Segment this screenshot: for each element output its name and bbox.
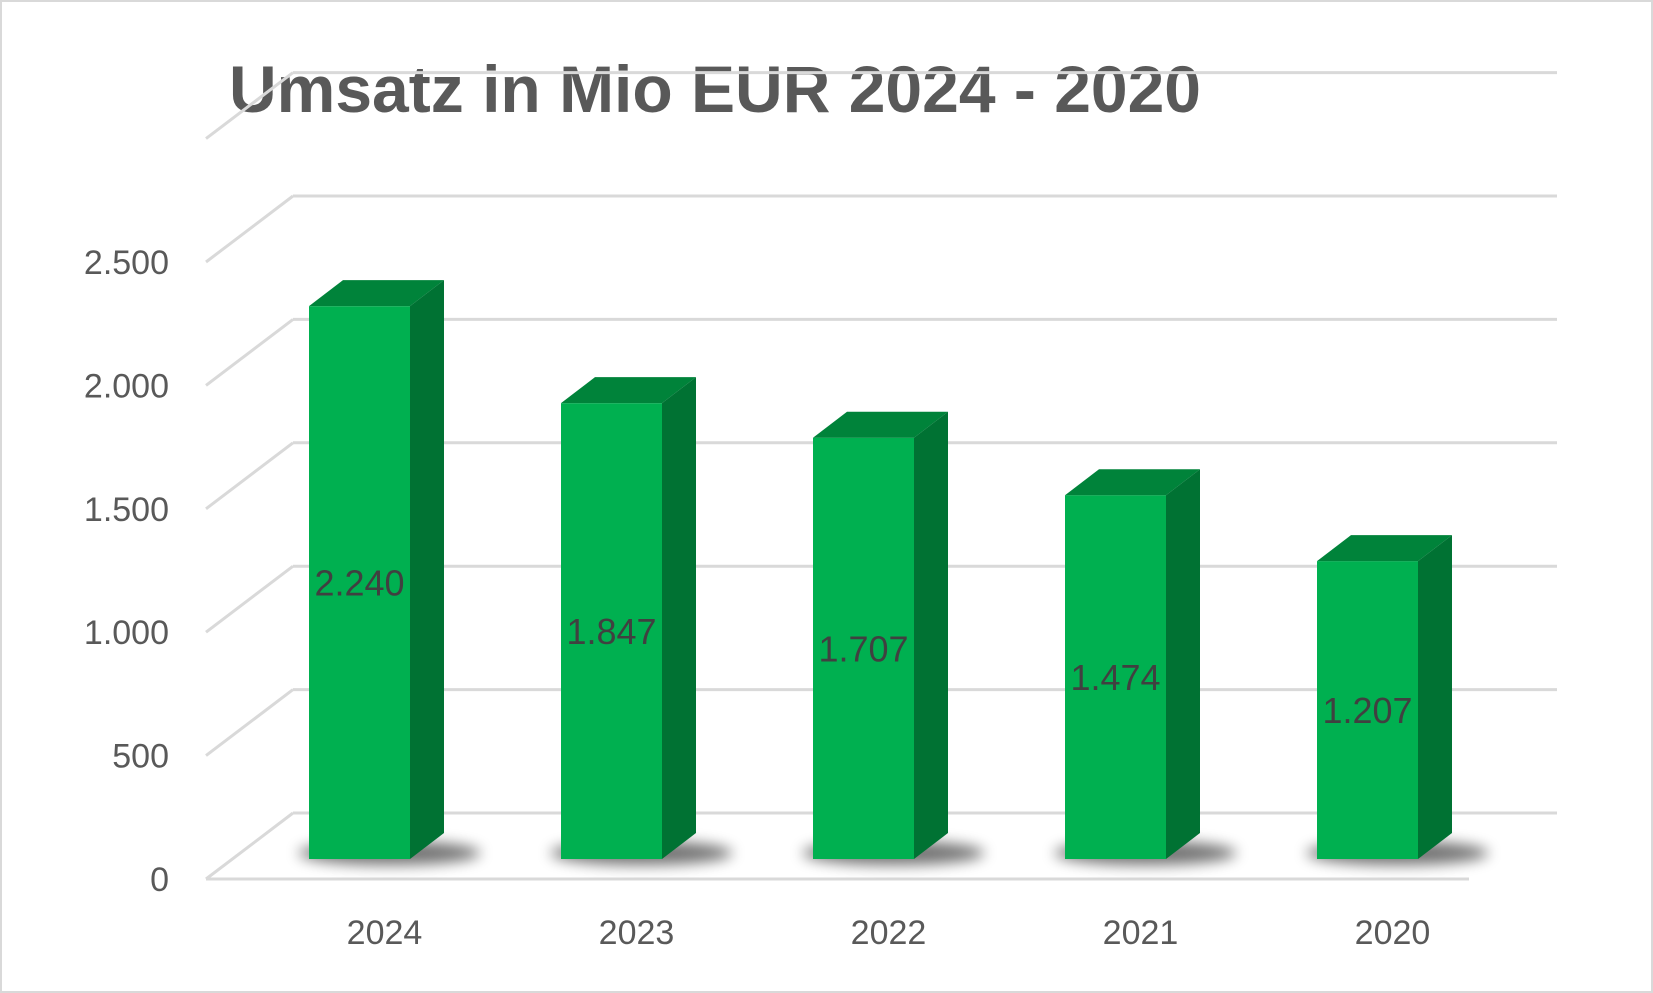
- bar-front: [1317, 561, 1418, 859]
- bar-side: [1166, 469, 1200, 859]
- bar-front: [561, 403, 662, 859]
- data-label: 2.240: [314, 563, 404, 604]
- bar-2020: 1.207 2020: [1306, 535, 1489, 952]
- gridline-side: [205, 441, 294, 510]
- x-tick-label: 2022: [851, 914, 927, 952]
- bar-side: [1418, 535, 1452, 859]
- x-tick-label: 2020: [1355, 914, 1431, 952]
- bar-side: [914, 411, 948, 859]
- gridline-side: [205, 688, 294, 757]
- bar-2024: 2.240 2024: [298, 280, 481, 952]
- y-tick-label: 2.500: [84, 244, 169, 282]
- chart-title: Umsatz in Mio EUR 2024 - 2020: [229, 52, 1201, 126]
- y-tick-label: 0: [150, 861, 169, 899]
- y-tick-label: 2.000: [84, 367, 169, 405]
- data-label: 1.847: [566, 611, 656, 652]
- x-tick-label: 2023: [599, 914, 675, 952]
- bar-2023: 1.847 2023: [550, 377, 733, 952]
- data-label: 1.207: [1322, 690, 1412, 731]
- bar-front: [813, 437, 914, 859]
- bar-front: [309, 306, 410, 860]
- bar-side: [662, 377, 696, 859]
- y-tick-label: 500: [112, 738, 169, 776]
- gridline-side: [205, 318, 294, 387]
- gridline-side: [205, 565, 294, 634]
- bar-top: [309, 280, 444, 307]
- gridline-side: [205, 811, 294, 881]
- bar-top: [1317, 535, 1452, 562]
- x-tick-label: 2021: [1103, 914, 1179, 952]
- bar-top: [561, 377, 696, 404]
- gridline-side: [205, 194, 294, 264]
- bar-2021: 1.474 2021: [1054, 469, 1237, 952]
- bar-top: [1065, 469, 1200, 496]
- bar-front: [1065, 495, 1166, 859]
- y-tick-label: 1.000: [84, 614, 169, 652]
- bar-2022: 1.707 2022: [802, 411, 985, 952]
- bar-top: [813, 411, 948, 438]
- data-label: 1.707: [818, 628, 908, 669]
- data-label: 1.474: [1070, 657, 1160, 698]
- gridline-side: [205, 71, 294, 140]
- x-tick-label: 2024: [347, 914, 423, 952]
- bar-side: [410, 280, 444, 860]
- y-tick-label: 1.500: [84, 491, 169, 529]
